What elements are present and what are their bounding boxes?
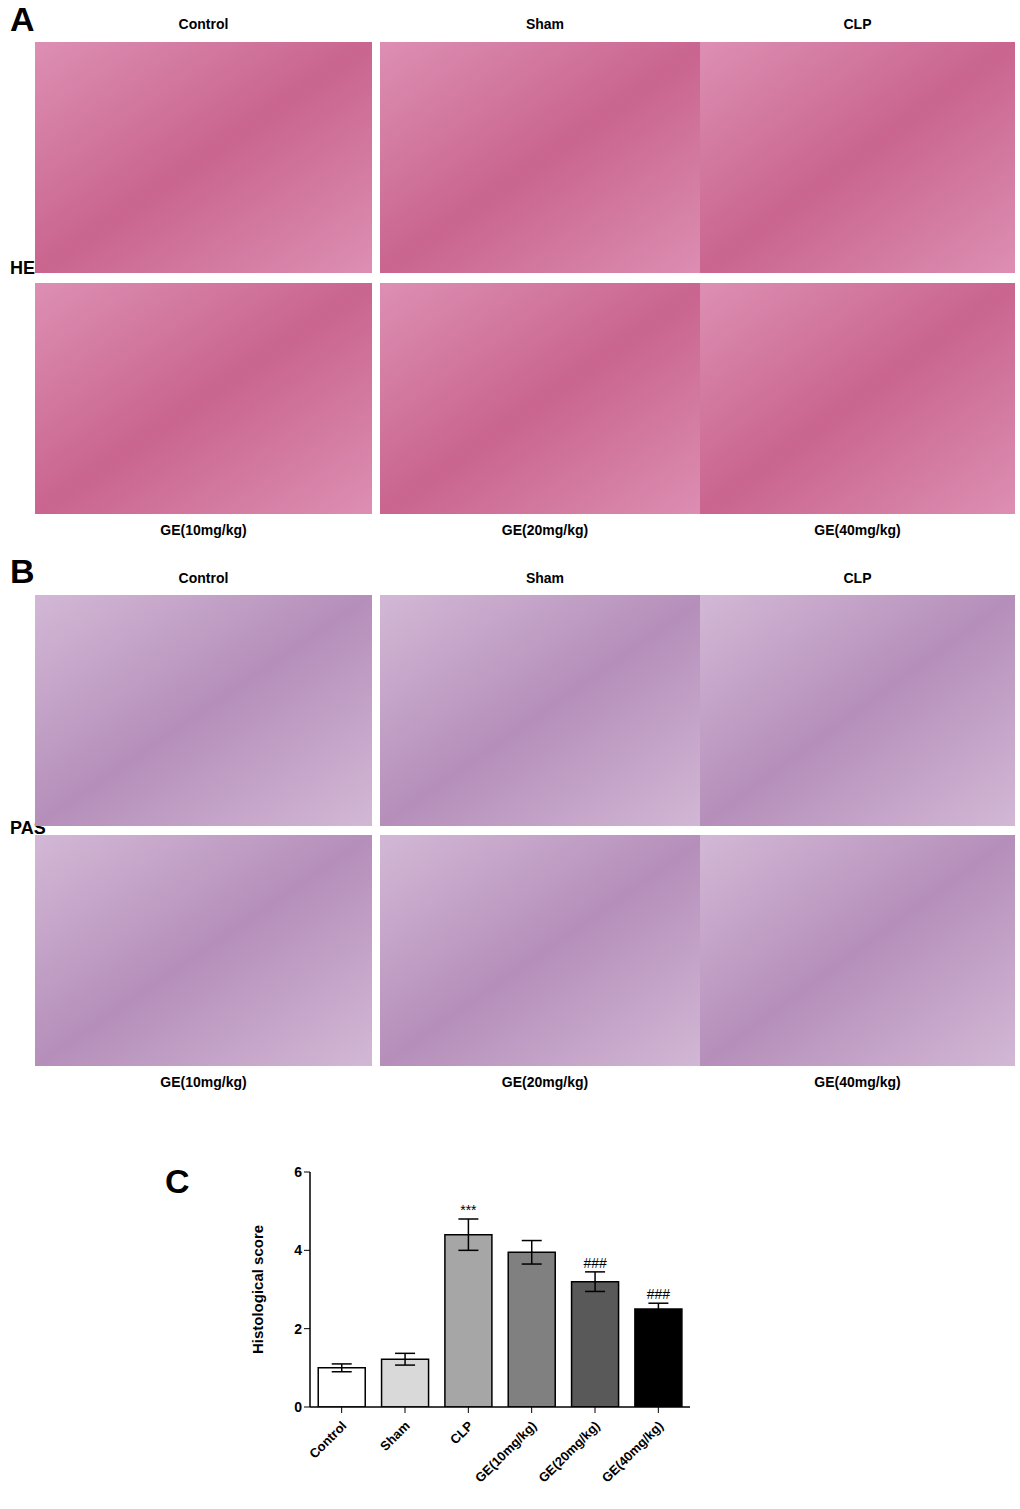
svg-text:###: ### [647,1286,671,1302]
html-text:A: A [10,0,35,38]
html-text:GE(20mg/kg): GE(20mg/kg) [501,1074,589,1090]
svg-text:GE(40mg/kg): GE(40mg/kg) [599,1418,666,1485]
svg-text:CLP: CLP [447,1418,476,1447]
svg-text:Sham: Sham [377,1418,413,1454]
svg-text:6: 6 [294,1164,302,1180]
html-text:Sham: Sham [525,16,565,32]
html-text:PAS: PAS [10,818,46,838]
html-text:C: C [165,1162,190,1200]
html-text:B: B [10,552,35,590]
html-text:GE(40mg/kg): GE(40mg/kg) [814,522,901,538]
html-text:Sham: Sham [525,570,565,586]
html-text:Control: Control [178,570,229,586]
html-text:GE(10mg/kg): GE(10mg/kg) [160,1074,247,1090]
svg-text:0: 0 [294,1399,302,1415]
html-text:GE(20mg/kg): GE(20mg/kg) [501,522,589,538]
svg-text:4: 4 [294,1242,302,1258]
svg-text:2: 2 [294,1321,302,1337]
svg-text:***: *** [460,1202,477,1218]
svg-text:Histological score: Histological score [250,1225,266,1354]
html-text:CLP: CLP [843,570,872,586]
html-text:CLP: CLP [843,16,872,32]
svg-text:GE(10mg/kg): GE(10mg/kg) [472,1418,539,1485]
html-text:GE(10mg/kg): GE(10mg/kg) [160,522,247,538]
html-text:Control: Control [178,16,229,32]
html-text:GE(40mg/kg): GE(40mg/kg) [814,1074,901,1090]
html-text:HE: HE [10,258,35,278]
svg-text:Control: Control [306,1418,349,1461]
svg-text:GE(20mg/kg): GE(20mg/kg) [535,1418,602,1485]
svg-text:###: ### [583,1255,607,1271]
